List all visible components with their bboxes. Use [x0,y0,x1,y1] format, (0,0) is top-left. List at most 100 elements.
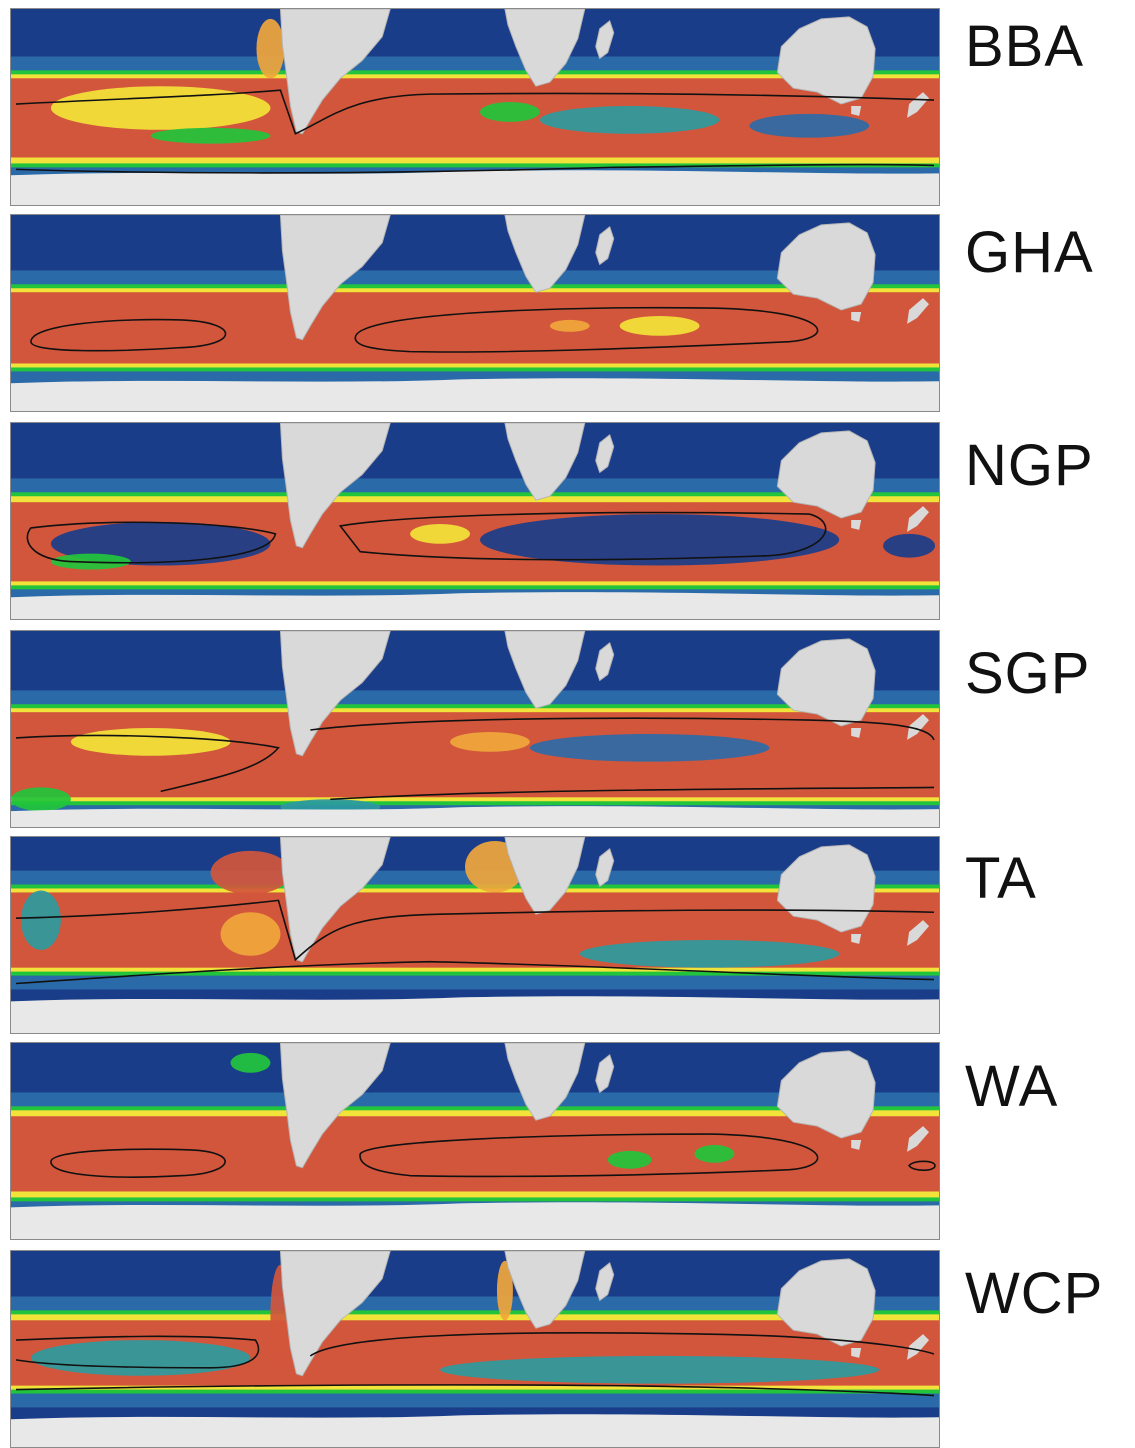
range-contour [338,511,827,561]
habitat-band [11,1116,939,1192]
madagascar-landmass [595,434,615,474]
south-america-landmass [279,1043,391,1169]
range-contour [15,89,935,135]
habitat-patch [220,912,281,956]
australia-landmass [776,638,876,727]
new-zealand-landmass [907,92,930,118]
madagascar-landmass [595,20,615,60]
range-contour [50,1148,226,1178]
habitat-patch [619,315,700,336]
map-svg [11,631,939,827]
habitat-patch [749,113,870,138]
madagascar-landmass [595,1054,615,1094]
new-zealand-landmass [907,1126,930,1152]
madagascar-landmass [595,226,615,266]
tasmania-landmass [851,312,862,322]
habitat-patch [30,1340,251,1376]
habitat-patch [440,1355,880,1384]
habitat-patch [479,102,540,122]
range-contour [26,521,277,564]
south-america-landmass [279,631,391,757]
antarctic-ice [11,1202,939,1239]
map-panel-bba [10,8,940,206]
new-zealand-landmass [907,298,930,324]
map-svg [11,423,939,619]
habitat-patch [579,939,840,968]
tasmania-landmass [851,934,862,944]
habitat-patch [450,731,530,752]
habitat-patch [210,850,291,895]
map-panel-wcp [10,1250,940,1448]
map-svg [11,1043,939,1239]
antarctic-ice [11,170,939,205]
south-america-landmass [279,423,391,549]
panel-label-ngp: NGP [965,433,1094,498]
range-contour [15,1335,260,1369]
habitat-patch [50,86,271,130]
australia-landmass [776,222,876,311]
africa-landmass [504,423,586,501]
range-contour [15,734,280,793]
africa-landmass [504,631,586,709]
habitat-patch [479,514,840,566]
madagascar-landmass [595,848,615,888]
tasmania-landmass [851,1140,862,1150]
africa-landmass [504,1043,586,1121]
panel-label-wa: WA [965,1054,1059,1119]
map-svg [11,837,939,1033]
map-panel-ta [10,836,940,1034]
south-america-landmass [279,9,391,135]
australia-landmass [776,430,876,519]
south-america-landmass [279,215,391,341]
habitat-patch [694,1144,735,1163]
new-zealand-landmass [907,506,930,532]
tasmania-landmass [851,1348,862,1358]
habitat-patch [20,890,61,950]
map-panel-ngp [10,422,940,620]
australia-landmass [776,1050,876,1139]
antarctic-ice [11,378,939,411]
madagascar-landmass [595,1262,615,1302]
australia-landmass [776,1258,876,1347]
habitat-patch [539,106,720,134]
range-contour [309,1332,935,1357]
range-contour [354,306,819,353]
range-contour [359,1133,819,1178]
range-contour [15,163,935,174]
map-panel-sgp [10,630,940,828]
habitat-patch [230,1052,271,1073]
range-contour [330,786,935,801]
map-panel-gha [10,214,940,412]
africa-landmass [504,9,586,87]
habitat-patch [11,787,71,812]
range-contour [310,717,935,741]
habitat-band [11,292,939,364]
new-zealand-landmass [907,714,930,740]
madagascar-landmass [595,642,615,682]
habitat-patch [549,319,590,332]
habitat-patch [529,733,770,762]
panel-label-gha: GHA [965,220,1094,285]
habitat-patch [883,533,936,558]
tasmania-landmass [851,106,862,116]
new-zealand-landmass [907,920,930,946]
antarctic-ice [11,996,939,1033]
new-zealand-landmass [907,1334,930,1360]
habitat-patch [410,523,471,544]
habitat-patch [70,728,231,756]
range-contour [15,1384,935,1397]
map-svg [11,9,939,205]
map-svg [11,1251,939,1447]
map-svg [11,215,939,411]
tasmania-landmass [851,520,862,530]
panel-label-sgp: SGP [965,641,1091,706]
range-contour [15,960,935,985]
range-contour [30,318,227,352]
map-panel-wa [10,1042,940,1240]
panel-label-wcp: WCP [965,1261,1104,1326]
south-america-landmass [279,1251,391,1377]
habitat-patch [607,1150,652,1169]
africa-landmass [504,1251,586,1329]
africa-landmass [504,215,586,293]
habitat-patch [150,127,271,144]
